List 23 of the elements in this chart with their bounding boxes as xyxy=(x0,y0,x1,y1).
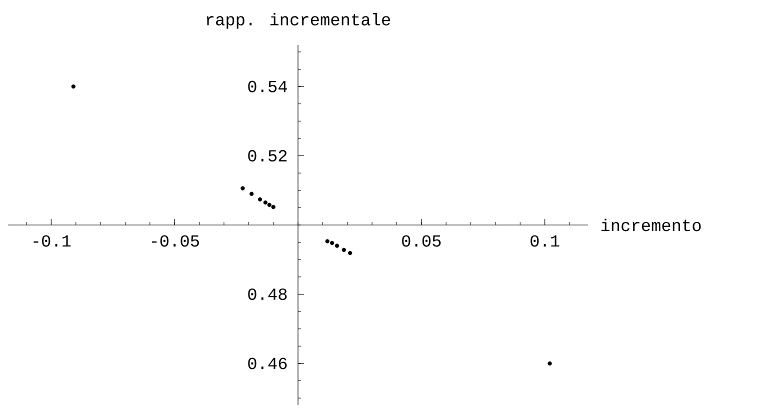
point xyxy=(271,204,276,210)
point xyxy=(334,244,340,248)
x-tick-label: 0.1 xyxy=(530,235,560,247)
point xyxy=(548,361,552,366)
x-tick-label: 0.05 xyxy=(402,235,441,247)
x-tick-label: -0.1 xyxy=(34,235,71,247)
y-tick-label: 0.52 xyxy=(248,150,287,162)
x-tick-label: -0.05 xyxy=(152,235,199,247)
point xyxy=(267,202,272,208)
point xyxy=(263,200,268,205)
y-tick-label: 0.54 xyxy=(248,80,287,92)
point xyxy=(71,84,76,89)
point xyxy=(325,239,330,244)
point xyxy=(250,192,254,196)
point xyxy=(342,248,346,252)
y-tick-label: 0.48 xyxy=(248,288,287,300)
point xyxy=(348,250,352,256)
x-axis-title: incremento xyxy=(601,218,701,232)
point xyxy=(240,186,245,190)
y-axis-title: rapp. incrementale xyxy=(206,13,390,29)
point xyxy=(330,240,334,246)
point xyxy=(258,197,262,202)
y-tick-label: 0.46 xyxy=(248,358,287,370)
